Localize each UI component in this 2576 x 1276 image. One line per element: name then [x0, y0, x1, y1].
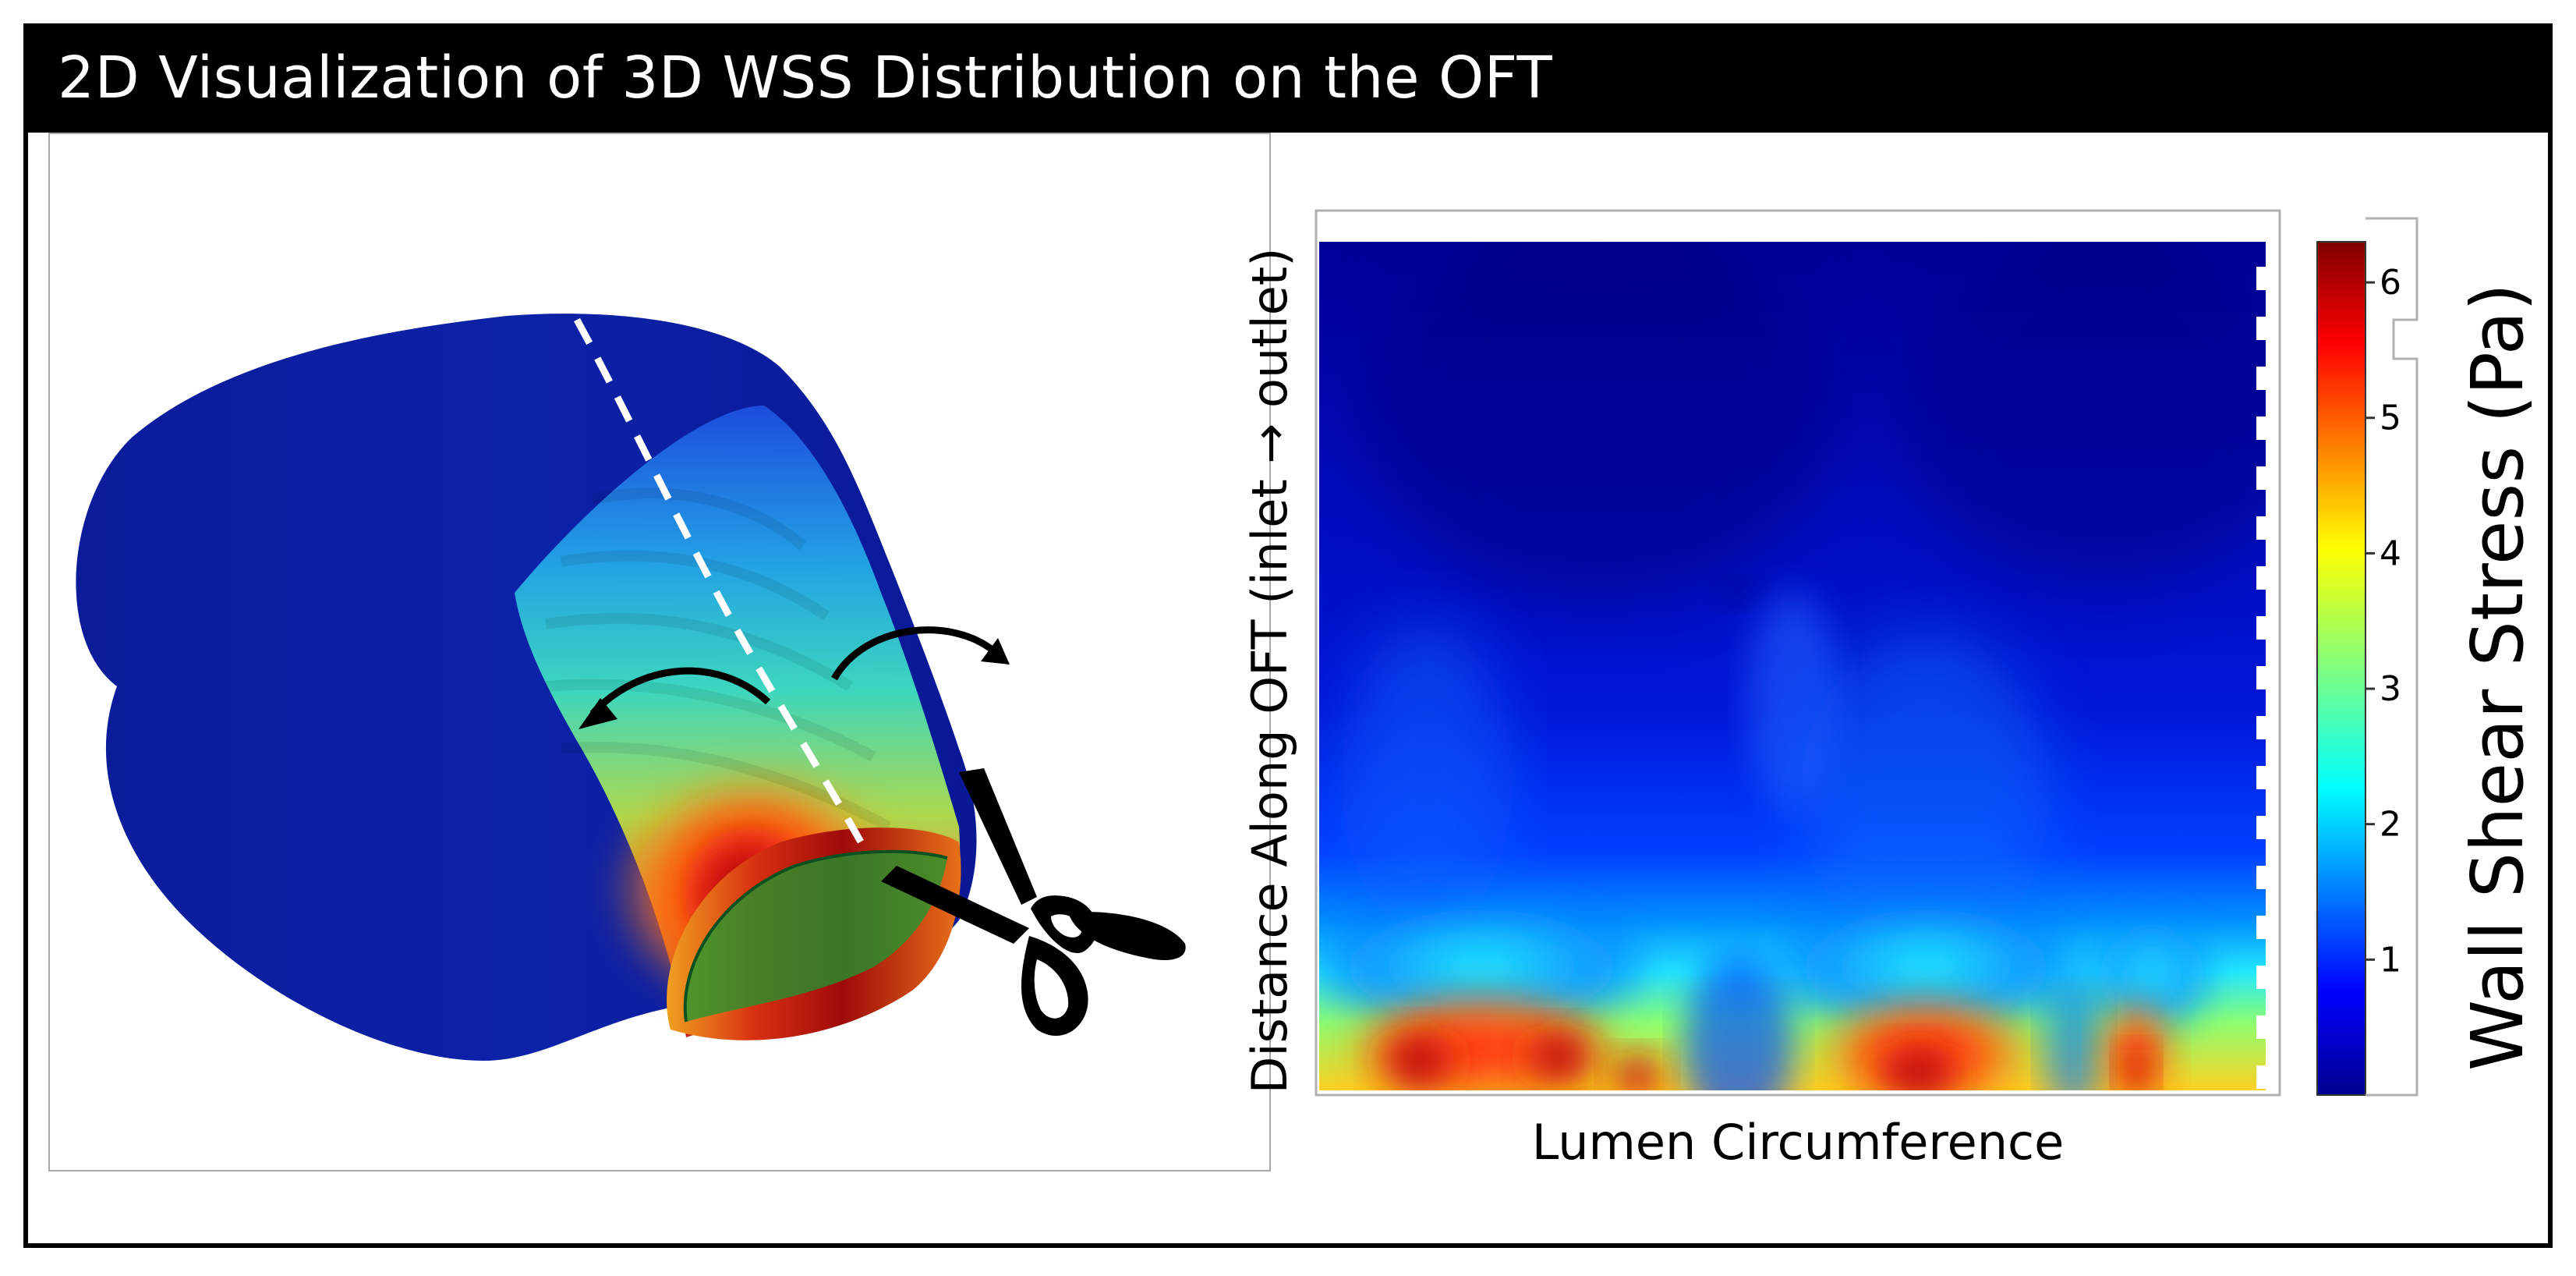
unfold-arrowhead-left [579, 698, 617, 729]
unfold-arrow-right [831, 626, 996, 681]
oft-3d-model [76, 314, 1186, 1061]
figure-title: 2D Visualization of 3D WSS Distribution … [58, 44, 1553, 112]
colorbar-tick-label: 3 [2380, 669, 2401, 709]
unfold-arrowhead-right [981, 638, 1010, 665]
title-bar: 2D Visualization of 3D WSS Distribution … [23, 23, 2553, 133]
heatmap-field [1319, 242, 2275, 1090]
colorbar-tick-label: 2 [2380, 805, 2401, 845]
colorbar-gradient [2316, 241, 2366, 1096]
colorbar-tick-label: 6 [2380, 263, 2401, 303]
cut-line [574, 317, 869, 852]
y-axis-label: Distance Along OFT (inlet → outlet) [1241, 248, 1298, 1094]
x-axis-label: Lumen Circumference [1532, 1114, 2064, 1171]
oft-outlet-opening [685, 851, 947, 1022]
colorbar-tick-label: 1 [2380, 940, 2401, 980]
colorbar-tick-label: 4 [2380, 533, 2401, 573]
scissors-icon [881, 768, 1186, 1037]
unfold-arrow-left [589, 667, 771, 717]
heatmap-edge [2256, 242, 2275, 1090]
colorbar: 1 2 3 4 5 6 Wall Shear Stress (Pa) [2316, 217, 2539, 1097]
wss-heatmap: Lumen Circumference Distance Along OFT (… [1241, 209, 2281, 1171]
colorbar-label: Wall Shear Stress (Pa) [2456, 283, 2539, 1071]
colorbar-tick-label: 5 [2380, 399, 2401, 438]
colorbar-tick-frame [2365, 217, 2419, 1097]
